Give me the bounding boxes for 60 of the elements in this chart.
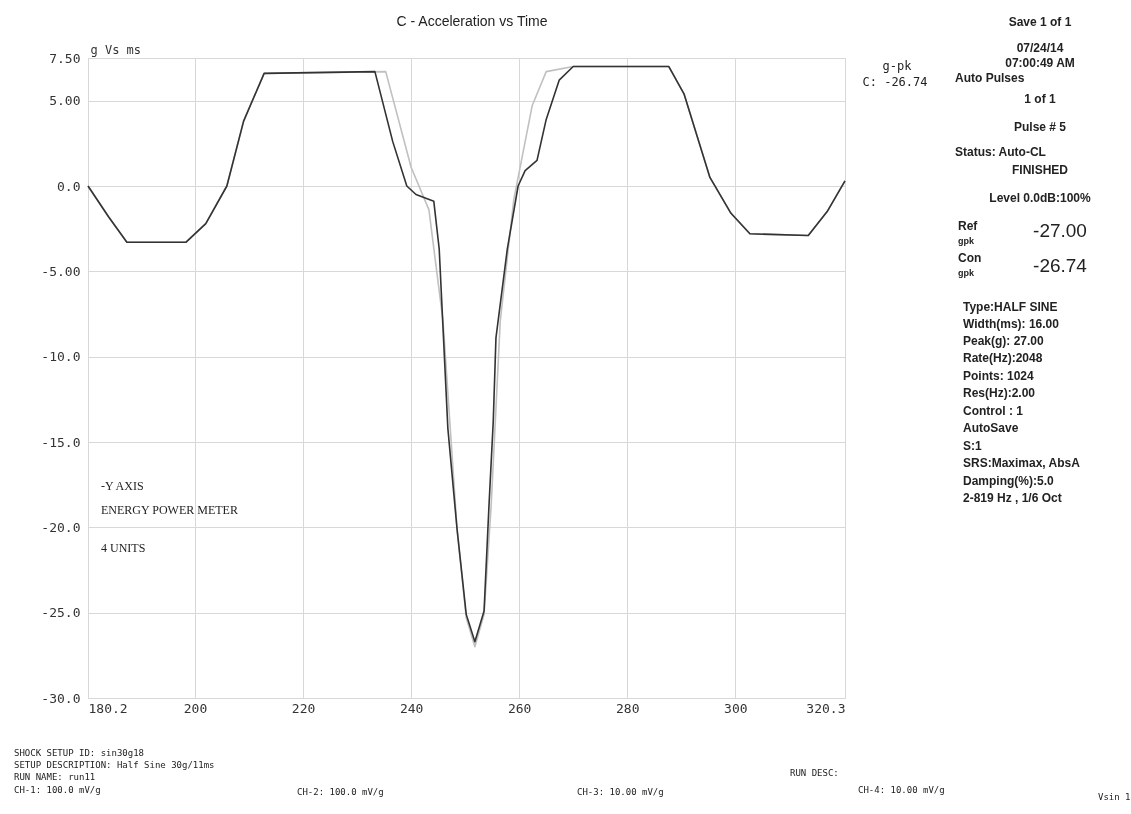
text: Level 0.0dB:100%: [989, 191, 1092, 205]
x-tick-label: 220: [291, 700, 316, 716]
text: 07/24/14: [1016, 41, 1064, 55]
text: gpk: [958, 268, 975, 278]
text: Res(Hz):2.00: [963, 386, 1036, 400]
y-tick-label: -25.0: [41, 605, 81, 621]
x-tick-label: 280: [616, 700, 640, 716]
text: S:1: [963, 439, 982, 453]
x-tick-label: 320.3: [806, 700, 846, 716]
text: Status: Auto-CL: [955, 145, 1046, 159]
text: Ref: [958, 219, 979, 233]
y-tick-label: -15.0: [41, 434, 81, 450]
text: Save 1 of 1: [1008, 15, 1072, 29]
x-tick-label: 240: [399, 700, 424, 716]
y-tick-label: -20.0: [41, 519, 81, 535]
text: Peak(g): 27.00: [963, 334, 1045, 348]
text: CH-2: 100.0 mV/g: [297, 787, 384, 797]
text: Con: [958, 251, 982, 265]
y-tick-label: -10.0: [41, 349, 81, 365]
text: Pulse # 5: [1013, 120, 1067, 134]
y-tick-label: 0.0: [57, 178, 81, 194]
text: AutoSave: [963, 421, 1019, 435]
text: CH-3: 10.00 mV/g: [577, 787, 664, 797]
text: Rate(Hz):2048: [963, 351, 1043, 365]
x-tick-label: 200: [183, 700, 208, 716]
text: Points: 1024: [963, 369, 1035, 383]
text: Auto Pulses: [955, 71, 1025, 85]
text: CH-1: 100.0 mV/g: [14, 785, 101, 795]
y-tick-label: 7.50: [49, 50, 81, 66]
text: RUN DESC:: [790, 768, 839, 778]
x-tick-label: 180.2: [88, 700, 128, 716]
text: Damping(%):5.0: [963, 474, 1054, 488]
text: Vsin 1: [1098, 792, 1131, 802]
x-tick-label: 260: [507, 700, 532, 716]
text: RUN NAME: run11: [14, 772, 96, 782]
chart-title: C - Acceleration vs Time: [396, 13, 548, 29]
text: gpk: [958, 236, 975, 246]
text: C: -26.74: [862, 75, 928, 89]
text: 2-819 Hz , 1/6 Oct: [963, 491, 1062, 505]
y-axis-title: g Vs ms: [90, 42, 142, 57]
annotation: ENERGY POWER METER: [101, 503, 238, 517]
text: Type:HALF SINE: [963, 300, 1058, 314]
y-tick-label: -5.00: [41, 263, 81, 279]
text: 1 of 1: [1024, 92, 1056, 106]
y-tick-label: -30.0: [41, 690, 81, 706]
x-tick-label: 300: [724, 700, 748, 716]
annotation: 4 UNITS: [101, 541, 146, 555]
text: 07:00:49 AM: [1005, 56, 1075, 70]
text: CH-4: 10.00 mV/g: [858, 785, 945, 795]
text: -27.00: [1033, 220, 1087, 241]
text: Control : 1: [963, 404, 1024, 418]
text: SRS:Maximax, AbsA: [963, 456, 1081, 470]
y-tick-label: 5.00: [49, 93, 81, 109]
text: Width(ms): 16.00: [963, 317, 1060, 331]
text: g-pk: [882, 59, 913, 73]
text: -26.74: [1033, 255, 1088, 276]
text: FINISHED: [1011, 163, 1069, 177]
text: SETUP DESCRIPTION: Half Sine 30g/11ms: [14, 760, 215, 770]
annotation: -Y AXIS: [101, 479, 144, 493]
text: SHOCK SETUP ID: sin30g18: [14, 748, 145, 758]
